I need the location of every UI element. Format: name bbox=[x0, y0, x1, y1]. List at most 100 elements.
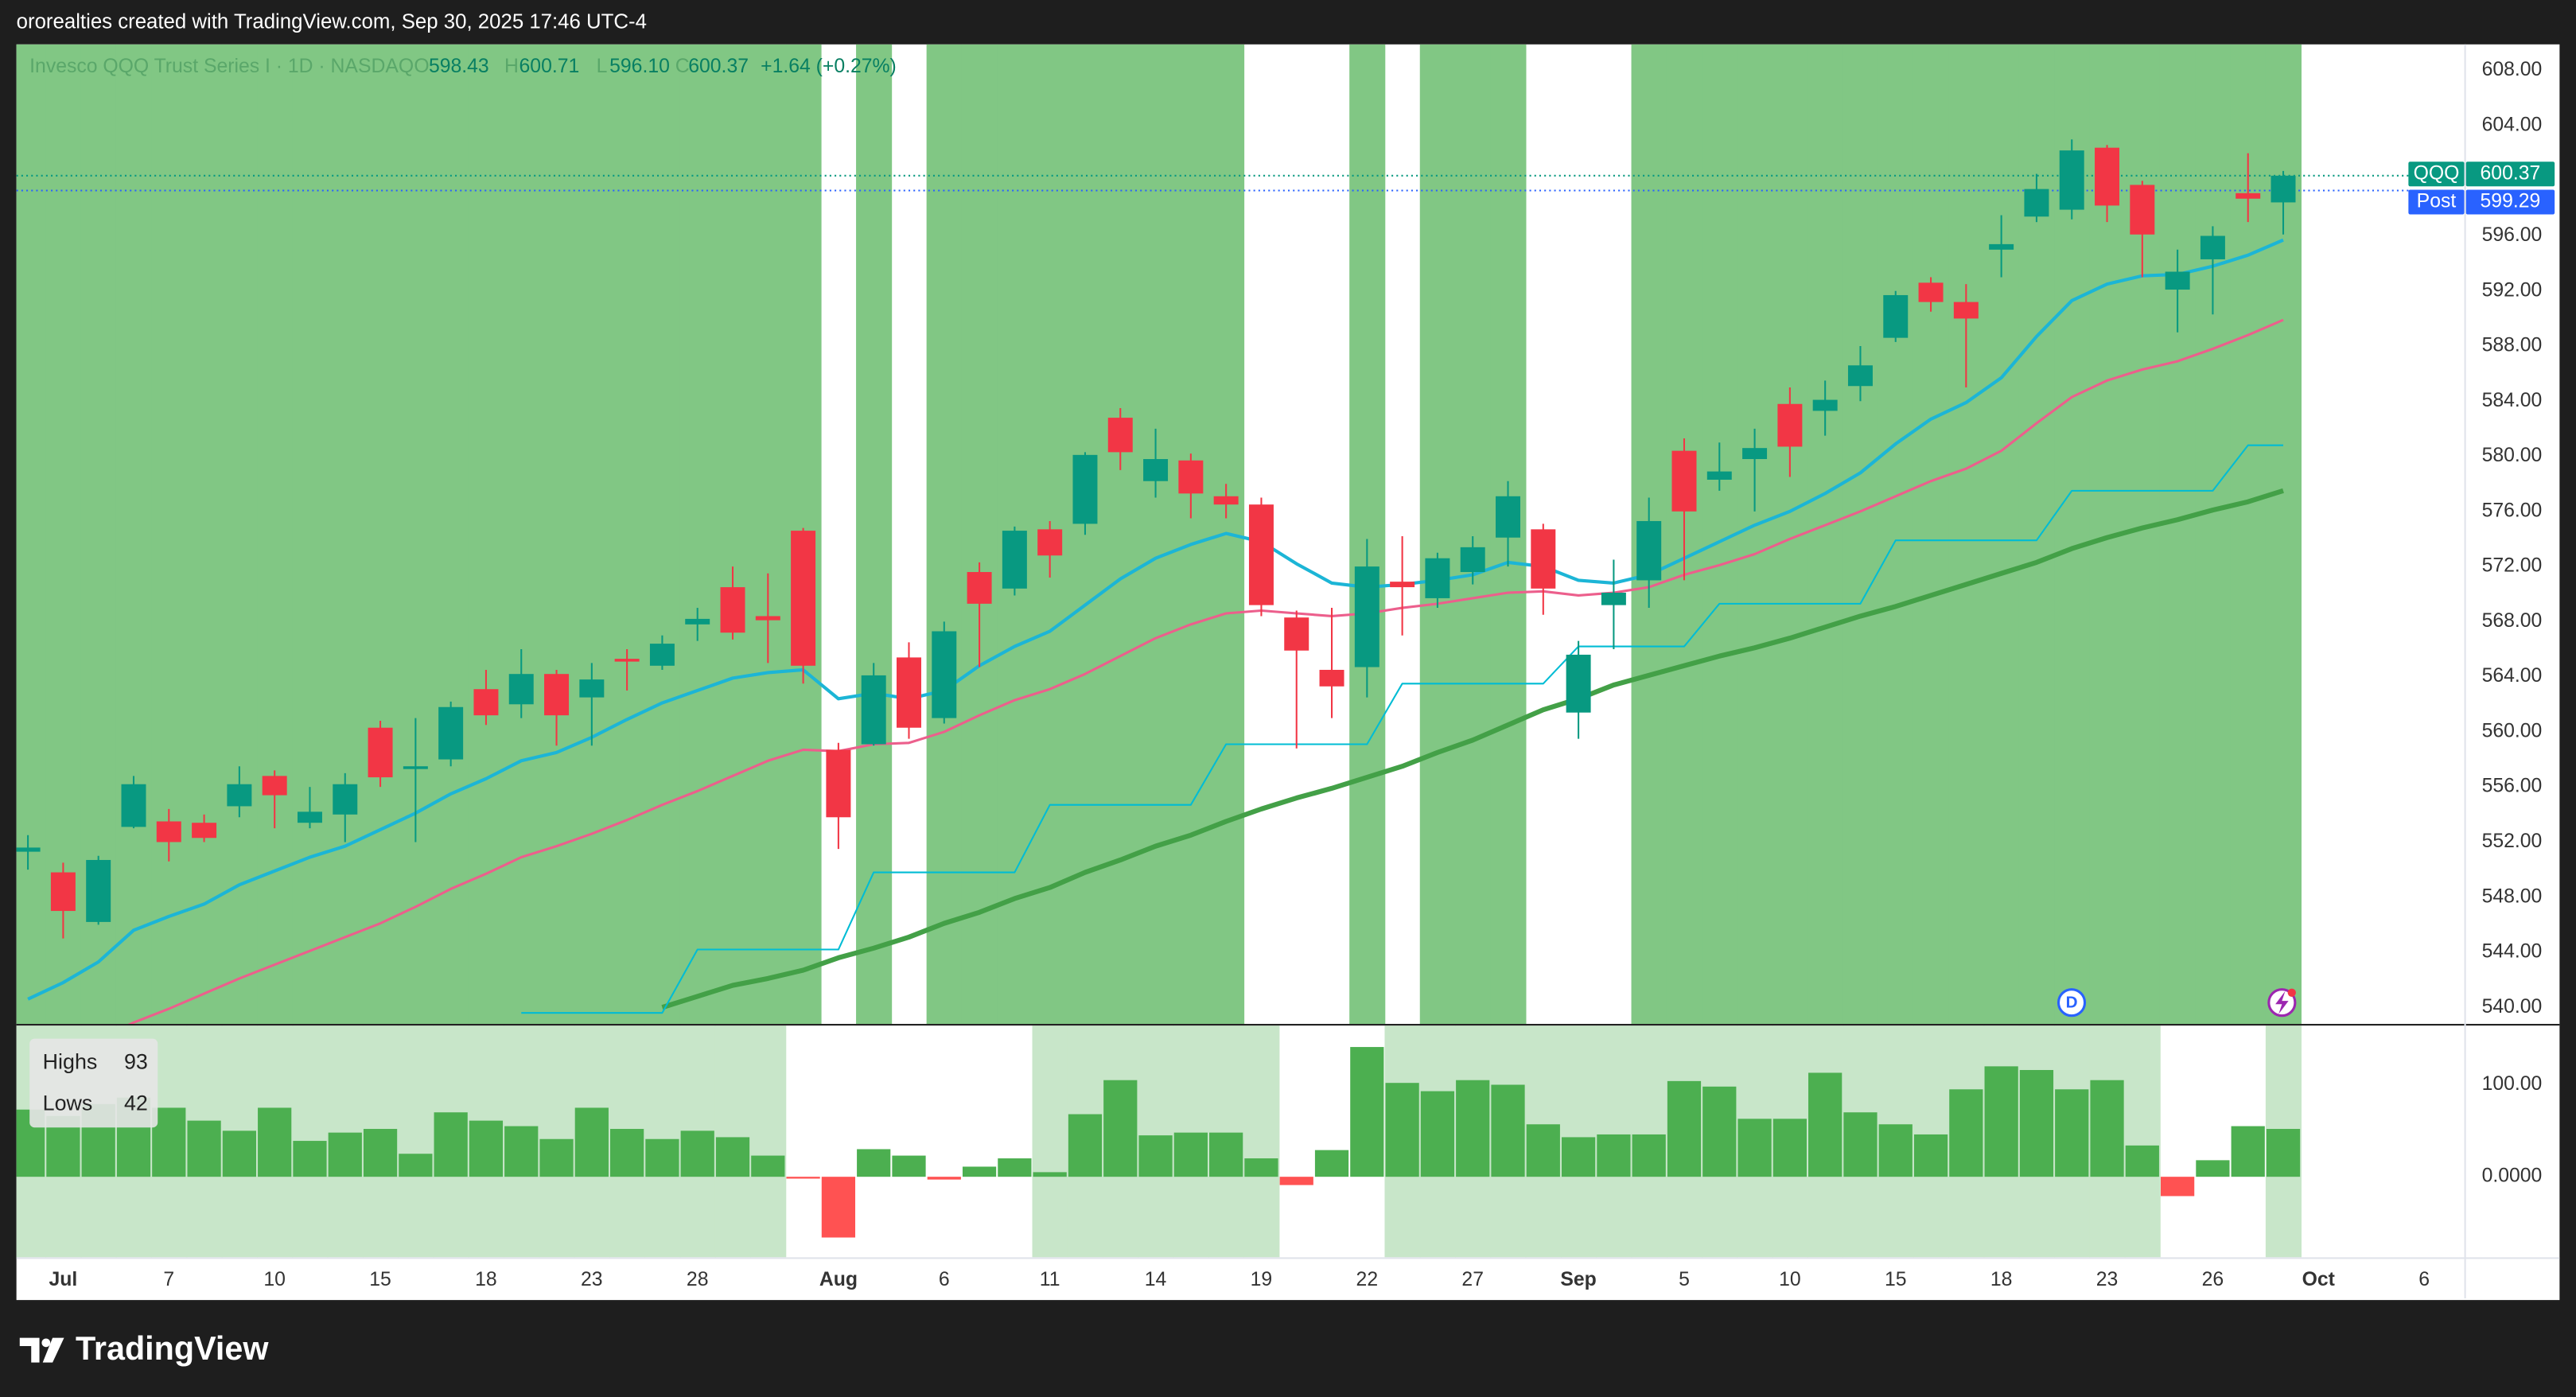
highlight-band bbox=[926, 44, 963, 1025]
candle-body bbox=[1460, 547, 1485, 573]
histogram-bar bbox=[1491, 1084, 1525, 1177]
histogram-bar bbox=[187, 1120, 221, 1177]
x-tick-label: 15 bbox=[1885, 1269, 1907, 1290]
price-tag-value-box bbox=[2465, 161, 2555, 187]
y-tick-label: 588.00 bbox=[2482, 335, 2543, 356]
highlight-band bbox=[750, 1025, 787, 1258]
price-tag-name: QQQ bbox=[2414, 162, 2460, 184]
histogram-bar bbox=[610, 1129, 644, 1177]
histogram-bar bbox=[1279, 1177, 1313, 1185]
ohlc-key: L bbox=[597, 56, 608, 77]
candle-body bbox=[2165, 271, 2190, 290]
histogram-bar bbox=[892, 1155, 926, 1177]
indicator-line bbox=[27, 238, 2284, 1001]
highlight-band bbox=[327, 44, 364, 1025]
candle-body bbox=[1248, 504, 1274, 605]
highlight-band bbox=[1807, 44, 1844, 1025]
highlight-band bbox=[1138, 44, 1174, 1025]
highlight-band bbox=[750, 44, 787, 1025]
histogram-bar bbox=[927, 1177, 961, 1180]
highlight-band bbox=[1843, 44, 1879, 1025]
highlight-band bbox=[221, 44, 258, 1025]
candle-body bbox=[791, 531, 816, 666]
legend-name: Highs bbox=[43, 1050, 98, 1074]
highlight-band bbox=[2159, 44, 2197, 1025]
x-tick-label: 6 bbox=[2418, 1269, 2430, 1290]
histogram-bar bbox=[1808, 1072, 1843, 1177]
candle-body bbox=[227, 784, 252, 807]
highlight-band bbox=[714, 44, 751, 1025]
legend-value: 42 bbox=[124, 1091, 148, 1115]
candle-body bbox=[967, 572, 992, 604]
x-tick-label: 5 bbox=[1679, 1269, 1690, 1290]
histogram-bar bbox=[2090, 1080, 2124, 1177]
candle-body bbox=[2271, 175, 2296, 203]
histogram-bar bbox=[434, 1112, 468, 1177]
logo-shape bbox=[42, 1337, 64, 1363]
histogram-bar bbox=[1209, 1132, 1243, 1177]
candle-body bbox=[1671, 450, 1697, 512]
histogram-bar bbox=[1173, 1132, 1208, 1177]
y-tick-label: 548.00 bbox=[2482, 885, 2543, 907]
candle-body bbox=[2236, 193, 2261, 199]
y-tick-label: 564.00 bbox=[2482, 665, 2543, 687]
x-tick-label: 23 bbox=[581, 1269, 603, 1290]
price-tag-value: 600.37 bbox=[2481, 162, 2541, 184]
candle-body bbox=[614, 659, 640, 662]
histogram-bar bbox=[1350, 1047, 1384, 1177]
legend-name: Lows bbox=[43, 1091, 93, 1115]
candle-body bbox=[50, 872, 76, 912]
histogram-bar bbox=[328, 1132, 362, 1177]
y-tick-label: 596.00 bbox=[2482, 224, 2543, 246]
candle-body bbox=[1989, 243, 2014, 250]
price-tag-name-box bbox=[2408, 161, 2465, 187]
ohlc-key: C bbox=[675, 56, 690, 77]
y-tick-label: 576.00 bbox=[2482, 500, 2543, 521]
candle-body bbox=[1319, 669, 1344, 687]
candle-body bbox=[192, 823, 217, 839]
candle-body bbox=[1953, 302, 1979, 319]
candle-body bbox=[1284, 617, 1309, 651]
histogram-bar bbox=[1737, 1119, 1772, 1177]
highlight-band bbox=[45, 44, 82, 1025]
candle-body bbox=[262, 776, 287, 796]
candle-body bbox=[473, 689, 499, 716]
histogram-bar bbox=[1632, 1134, 1666, 1177]
indicator-line bbox=[661, 488, 2284, 1010]
histogram-bar bbox=[574, 1107, 609, 1177]
histogram-bar bbox=[1949, 1089, 1983, 1177]
candle-body bbox=[755, 616, 780, 621]
histogram-bar bbox=[1244, 1158, 1278, 1177]
highlight-band bbox=[1419, 44, 1456, 1025]
candle-body bbox=[16, 847, 41, 852]
histogram-bar bbox=[2161, 1177, 2195, 1197]
highlight-band bbox=[115, 44, 152, 1025]
histogram-bar bbox=[1068, 1114, 1103, 1177]
candle-body bbox=[1706, 471, 1732, 481]
histogram-bar bbox=[821, 1177, 856, 1238]
highlight-band bbox=[2195, 44, 2232, 1025]
y-tick-label: 0.0000 bbox=[2482, 1165, 2543, 1187]
main-pane bbox=[16, 44, 2465, 1025]
candle-body bbox=[1496, 496, 1520, 538]
highlight-band bbox=[644, 44, 681, 1025]
logo-text: TradingView bbox=[76, 1330, 269, 1367]
highlight-band bbox=[856, 44, 893, 1025]
dividend-marker[interactable] bbox=[2057, 988, 2087, 1018]
histogram-bar bbox=[1420, 1091, 1455, 1177]
histogram-bar bbox=[2055, 1089, 2089, 1177]
indicator-line bbox=[521, 444, 2284, 1014]
candle-body bbox=[720, 587, 745, 633]
y-tick-label: 540.00 bbox=[2482, 996, 2543, 1018]
histogram-bar bbox=[1843, 1112, 1878, 1177]
histogram-bar bbox=[1526, 1124, 1560, 1177]
change: +1.64 (+0.27%) bbox=[761, 56, 897, 77]
candle-body bbox=[1883, 294, 1909, 338]
x-tick-label: 27 bbox=[1461, 1269, 1484, 1290]
candle-body bbox=[1354, 566, 1379, 667]
highlight-band bbox=[574, 44, 610, 1025]
y-tick-label: 604.00 bbox=[2482, 114, 2543, 135]
x-tick-label: 28 bbox=[687, 1269, 709, 1290]
